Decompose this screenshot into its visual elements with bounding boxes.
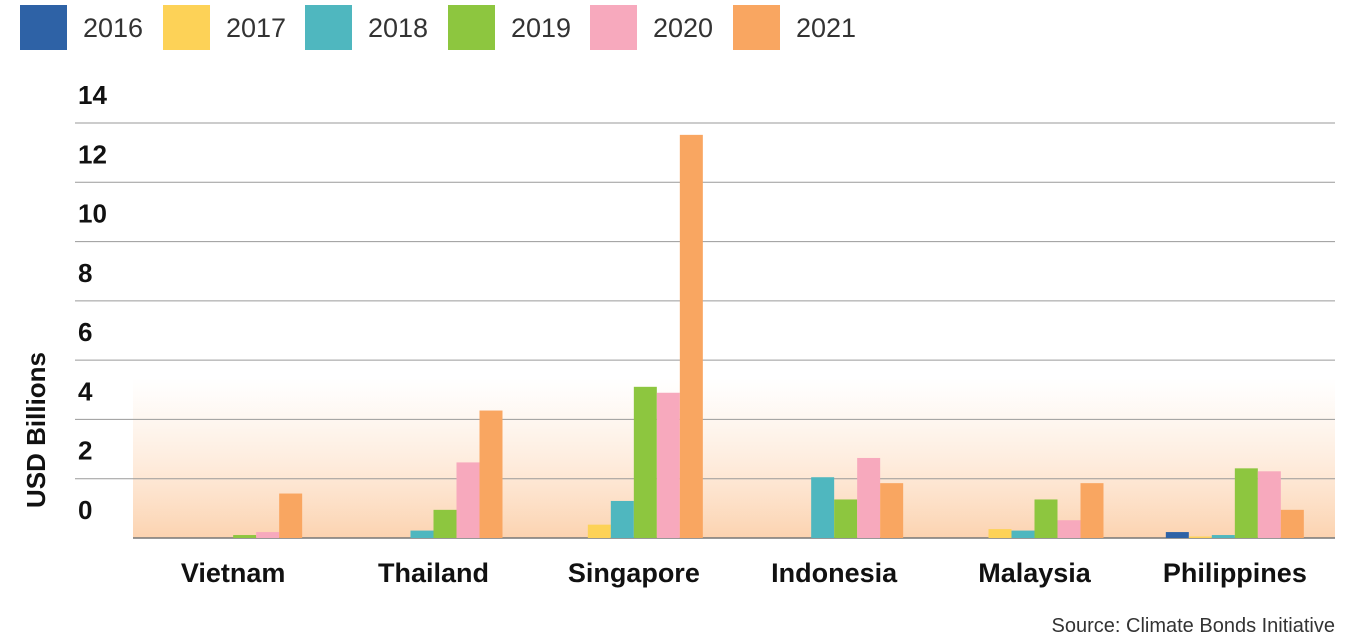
- bar-malaysia-2018: [1011, 530, 1035, 538]
- bar-philippines-2016: [1165, 532, 1189, 538]
- x-tick-label: Philippines: [1163, 558, 1307, 588]
- y-axis-ticks: 0 2 4 6 8 10 12 14: [78, 80, 107, 525]
- bar-malaysia-2017: [988, 529, 1012, 538]
- legend-swatch-2019: [448, 5, 495, 50]
- bar-philippines-2020: [1257, 471, 1281, 538]
- legend-swatch-2016: [20, 5, 67, 50]
- legend-label: 2018: [368, 13, 428, 43]
- x-tick-label: Vietnam: [181, 558, 286, 588]
- y-tick-label: 12: [78, 139, 107, 169]
- bar-vietnam-2021: [279, 493, 303, 538]
- bar-singapore-2019: [633, 386, 657, 538]
- y-tick-label: 10: [78, 199, 107, 229]
- bar-singapore-2020: [656, 392, 680, 538]
- bar-vietnam-2020: [256, 532, 280, 538]
- legend-label: 2020: [653, 13, 713, 43]
- y-tick-label: 2: [78, 436, 92, 466]
- bar-philippines-2021: [1280, 509, 1304, 538]
- plot-background: [133, 378, 1335, 538]
- bar-indonesia-2019: [834, 499, 858, 538]
- gridlines: [75, 122, 1335, 539]
- y-tick-label: 4: [78, 376, 93, 406]
- y-tick-label: 6: [78, 317, 92, 347]
- legend: 2016 2017 2018 2019 2020 2021: [20, 5, 856, 50]
- bar-singapore-2017: [587, 524, 611, 538]
- x-tick-label: Singapore: [568, 558, 700, 588]
- bar-malaysia-2021: [1080, 483, 1104, 538]
- bar-thailand-2020: [456, 462, 480, 538]
- legend-label: 2017: [226, 13, 286, 43]
- bar-vietnam-2019: [233, 535, 257, 538]
- legend-swatch-2020: [590, 5, 637, 50]
- bar-indonesia-2018: [811, 477, 835, 538]
- y-axis-label: USD Billions: [21, 352, 51, 508]
- source-note: Source: Climate Bonds Initiative: [1052, 615, 1335, 637]
- bar-thailand-2018: [410, 530, 434, 538]
- legend-swatch-2018: [305, 5, 352, 50]
- bars: [233, 134, 1304, 538]
- x-tick-label: Thailand: [378, 558, 489, 588]
- x-tick-label: Malaysia: [978, 558, 1092, 588]
- bar-singapore-2021: [679, 134, 703, 538]
- bar-malaysia-2019: [1034, 499, 1058, 538]
- bar-philippines-2018: [1211, 535, 1235, 538]
- y-tick-label: 8: [78, 258, 92, 288]
- y-tick-label: 14: [78, 80, 107, 110]
- x-axis-ticks: Vietnam Thailand Singapore Indonesia Malaysi…: [181, 558, 1307, 588]
- legend-label: 2019: [511, 13, 571, 43]
- x-tick-label: Indonesia: [771, 558, 898, 588]
- bar-philippines-2017: [1188, 536, 1212, 538]
- legend-label: 2016: [83, 13, 143, 43]
- y-tick-label: 0: [78, 495, 92, 525]
- bar-singapore-2018: [610, 500, 634, 538]
- bar-indonesia-2021: [880, 483, 904, 538]
- legend-swatch-2021: [733, 5, 780, 50]
- bar-thailand-2019: [433, 509, 457, 538]
- bar-malaysia-2020: [1057, 520, 1081, 538]
- legend-swatch-2017: [163, 5, 210, 50]
- bar-indonesia-2020: [857, 457, 881, 538]
- bar-thailand-2021: [479, 410, 503, 538]
- legend-label: 2021: [796, 13, 856, 43]
- bar-philippines-2019: [1234, 468, 1258, 538]
